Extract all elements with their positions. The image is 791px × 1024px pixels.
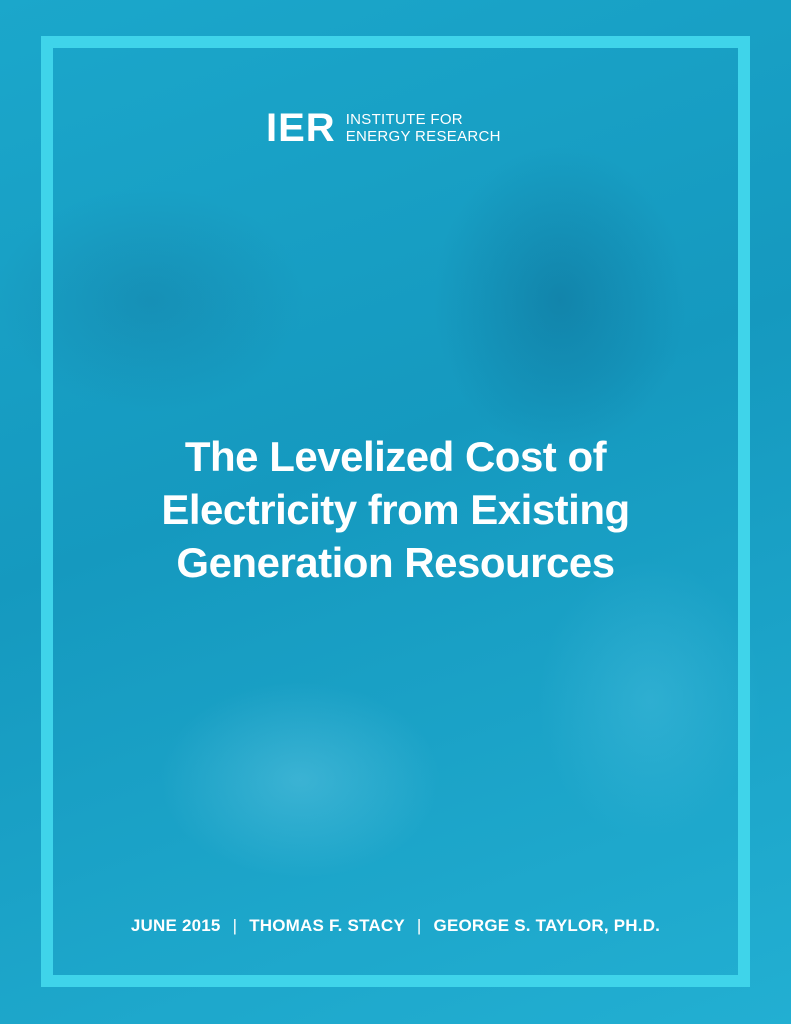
logo-mark: IER <box>266 106 336 150</box>
title-line-1: The Levelized Cost of <box>184 433 607 480</box>
cover-footer: JUNE 2015 | THOMAS F. STACY | GEORGE S. TAYL… <box>0 916 791 936</box>
logo-line1: INSTITUTE FOR <box>345 111 463 128</box>
separator: | <box>232 916 238 935</box>
logo-line2: ENERGY RESEARCH <box>345 128 501 145</box>
author-1: THOMAS F. STACY <box>249 916 405 935</box>
title-line-3: Generation Resources <box>176 539 615 586</box>
document-title: The Levelized Cost of Electricity from E… <box>0 430 791 589</box>
separator: | <box>416 916 422 935</box>
publication-date: JUNE 2015 <box>130 916 221 935</box>
title-line-2: Electricity from Existing <box>161 486 630 533</box>
ier-logo: IER INSTITUTE FOR ENERGY RESEARCH <box>266 108 501 148</box>
logo-text: INSTITUTE FOR ENERGY RESEARCH <box>346 111 501 145</box>
author-2: GEORGE S. TAYLOR, PH.D. <box>433 916 661 935</box>
cover-frame <box>41 36 750 987</box>
